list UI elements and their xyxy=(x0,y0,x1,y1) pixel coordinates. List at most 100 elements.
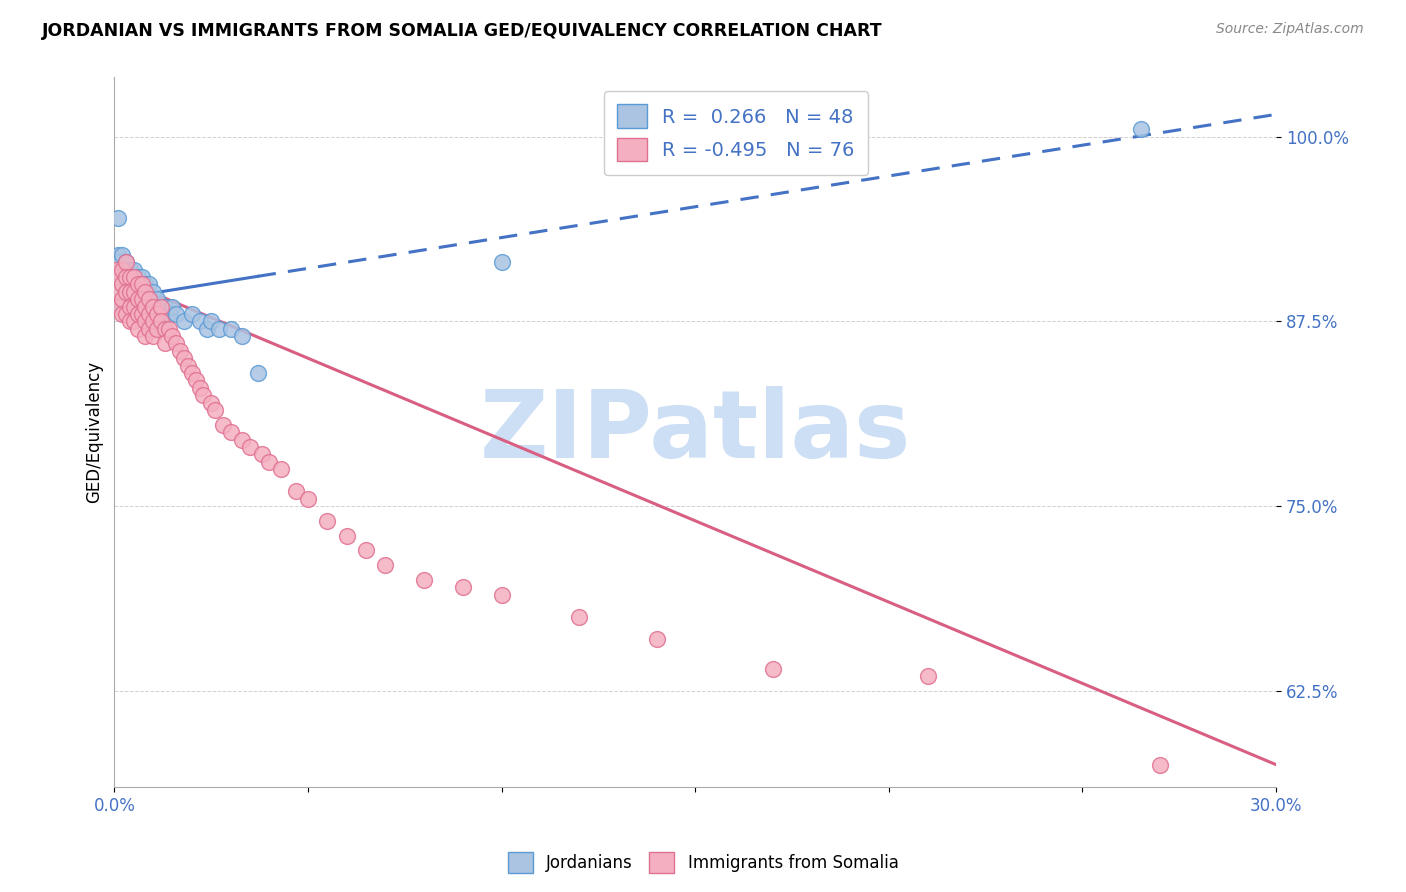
Point xyxy=(188,314,211,328)
Point xyxy=(195,321,218,335)
Point xyxy=(134,300,156,314)
Point xyxy=(115,307,138,321)
Point xyxy=(762,662,785,676)
Point xyxy=(111,262,134,277)
Point xyxy=(118,262,141,277)
Point xyxy=(115,285,138,299)
Point xyxy=(231,433,253,447)
Point xyxy=(115,277,138,292)
Point xyxy=(173,314,195,328)
Point xyxy=(138,277,160,292)
Point xyxy=(142,300,165,314)
Point xyxy=(157,321,180,335)
Point xyxy=(491,588,513,602)
Point xyxy=(204,403,226,417)
Point xyxy=(173,351,195,366)
Point xyxy=(165,307,187,321)
Point xyxy=(134,292,156,306)
Point xyxy=(118,300,141,314)
Point xyxy=(118,285,141,299)
Point xyxy=(645,632,668,646)
Point xyxy=(491,255,513,269)
Point xyxy=(118,269,141,284)
Point xyxy=(146,321,169,335)
Point xyxy=(374,558,396,573)
Point xyxy=(451,580,474,594)
Point xyxy=(110,255,132,269)
Text: JORDANIAN VS IMMIGRANTS FROM SOMALIA GED/EQUIVALENCY CORRELATION CHART: JORDANIAN VS IMMIGRANTS FROM SOMALIA GED… xyxy=(42,22,883,40)
Point xyxy=(107,300,129,314)
Point xyxy=(200,314,222,328)
Point xyxy=(131,285,153,299)
Point xyxy=(131,277,153,292)
Point xyxy=(138,292,160,306)
Point xyxy=(142,314,165,328)
Point xyxy=(122,262,145,277)
Point xyxy=(115,255,138,269)
Point xyxy=(131,269,153,284)
Point xyxy=(127,285,149,299)
Point xyxy=(153,300,176,314)
Point xyxy=(107,285,129,299)
Point xyxy=(131,300,153,314)
Point xyxy=(107,211,129,225)
Point xyxy=(127,321,149,335)
Point xyxy=(180,366,202,380)
Point xyxy=(259,455,281,469)
Point xyxy=(193,388,215,402)
Point xyxy=(115,307,138,321)
Point xyxy=(142,329,165,343)
Point xyxy=(105,269,128,284)
Point xyxy=(177,359,200,373)
Point xyxy=(134,314,156,328)
Point xyxy=(122,269,145,284)
Point xyxy=(122,285,145,299)
Point xyxy=(146,292,169,306)
Point xyxy=(336,528,359,542)
Point xyxy=(127,300,149,314)
Point xyxy=(188,381,211,395)
Point xyxy=(250,447,273,461)
Point xyxy=(162,300,184,314)
Point xyxy=(118,269,141,284)
Point xyxy=(115,255,138,269)
Point xyxy=(162,329,184,343)
Point xyxy=(134,277,156,292)
Point xyxy=(413,573,436,587)
Point xyxy=(127,292,149,306)
Point xyxy=(138,307,160,321)
Point xyxy=(131,292,153,306)
Point xyxy=(127,269,149,284)
Point xyxy=(111,277,134,292)
Point xyxy=(149,300,172,314)
Point xyxy=(115,269,138,284)
Point xyxy=(157,307,180,321)
Point xyxy=(138,321,160,335)
Point xyxy=(285,484,308,499)
Text: ZIPatlas: ZIPatlas xyxy=(479,386,911,478)
Point xyxy=(917,669,939,683)
Point xyxy=(111,292,134,306)
Point xyxy=(316,514,339,528)
Point xyxy=(149,314,172,328)
Point xyxy=(1149,757,1171,772)
Point xyxy=(219,425,242,439)
Legend: Jordanians, Immigrants from Somalia: Jordanians, Immigrants from Somalia xyxy=(501,846,905,880)
Point xyxy=(180,307,202,321)
Point xyxy=(122,307,145,321)
Point xyxy=(149,300,172,314)
Point xyxy=(138,292,160,306)
Point xyxy=(142,285,165,299)
Point xyxy=(111,248,134,262)
Point xyxy=(184,373,207,387)
Point xyxy=(107,248,129,262)
Point xyxy=(239,440,262,454)
Point xyxy=(131,307,153,321)
Point xyxy=(231,329,253,343)
Point xyxy=(105,262,128,277)
Point xyxy=(270,462,292,476)
Point xyxy=(200,395,222,409)
Point xyxy=(122,314,145,328)
Point xyxy=(134,329,156,343)
Point xyxy=(122,292,145,306)
